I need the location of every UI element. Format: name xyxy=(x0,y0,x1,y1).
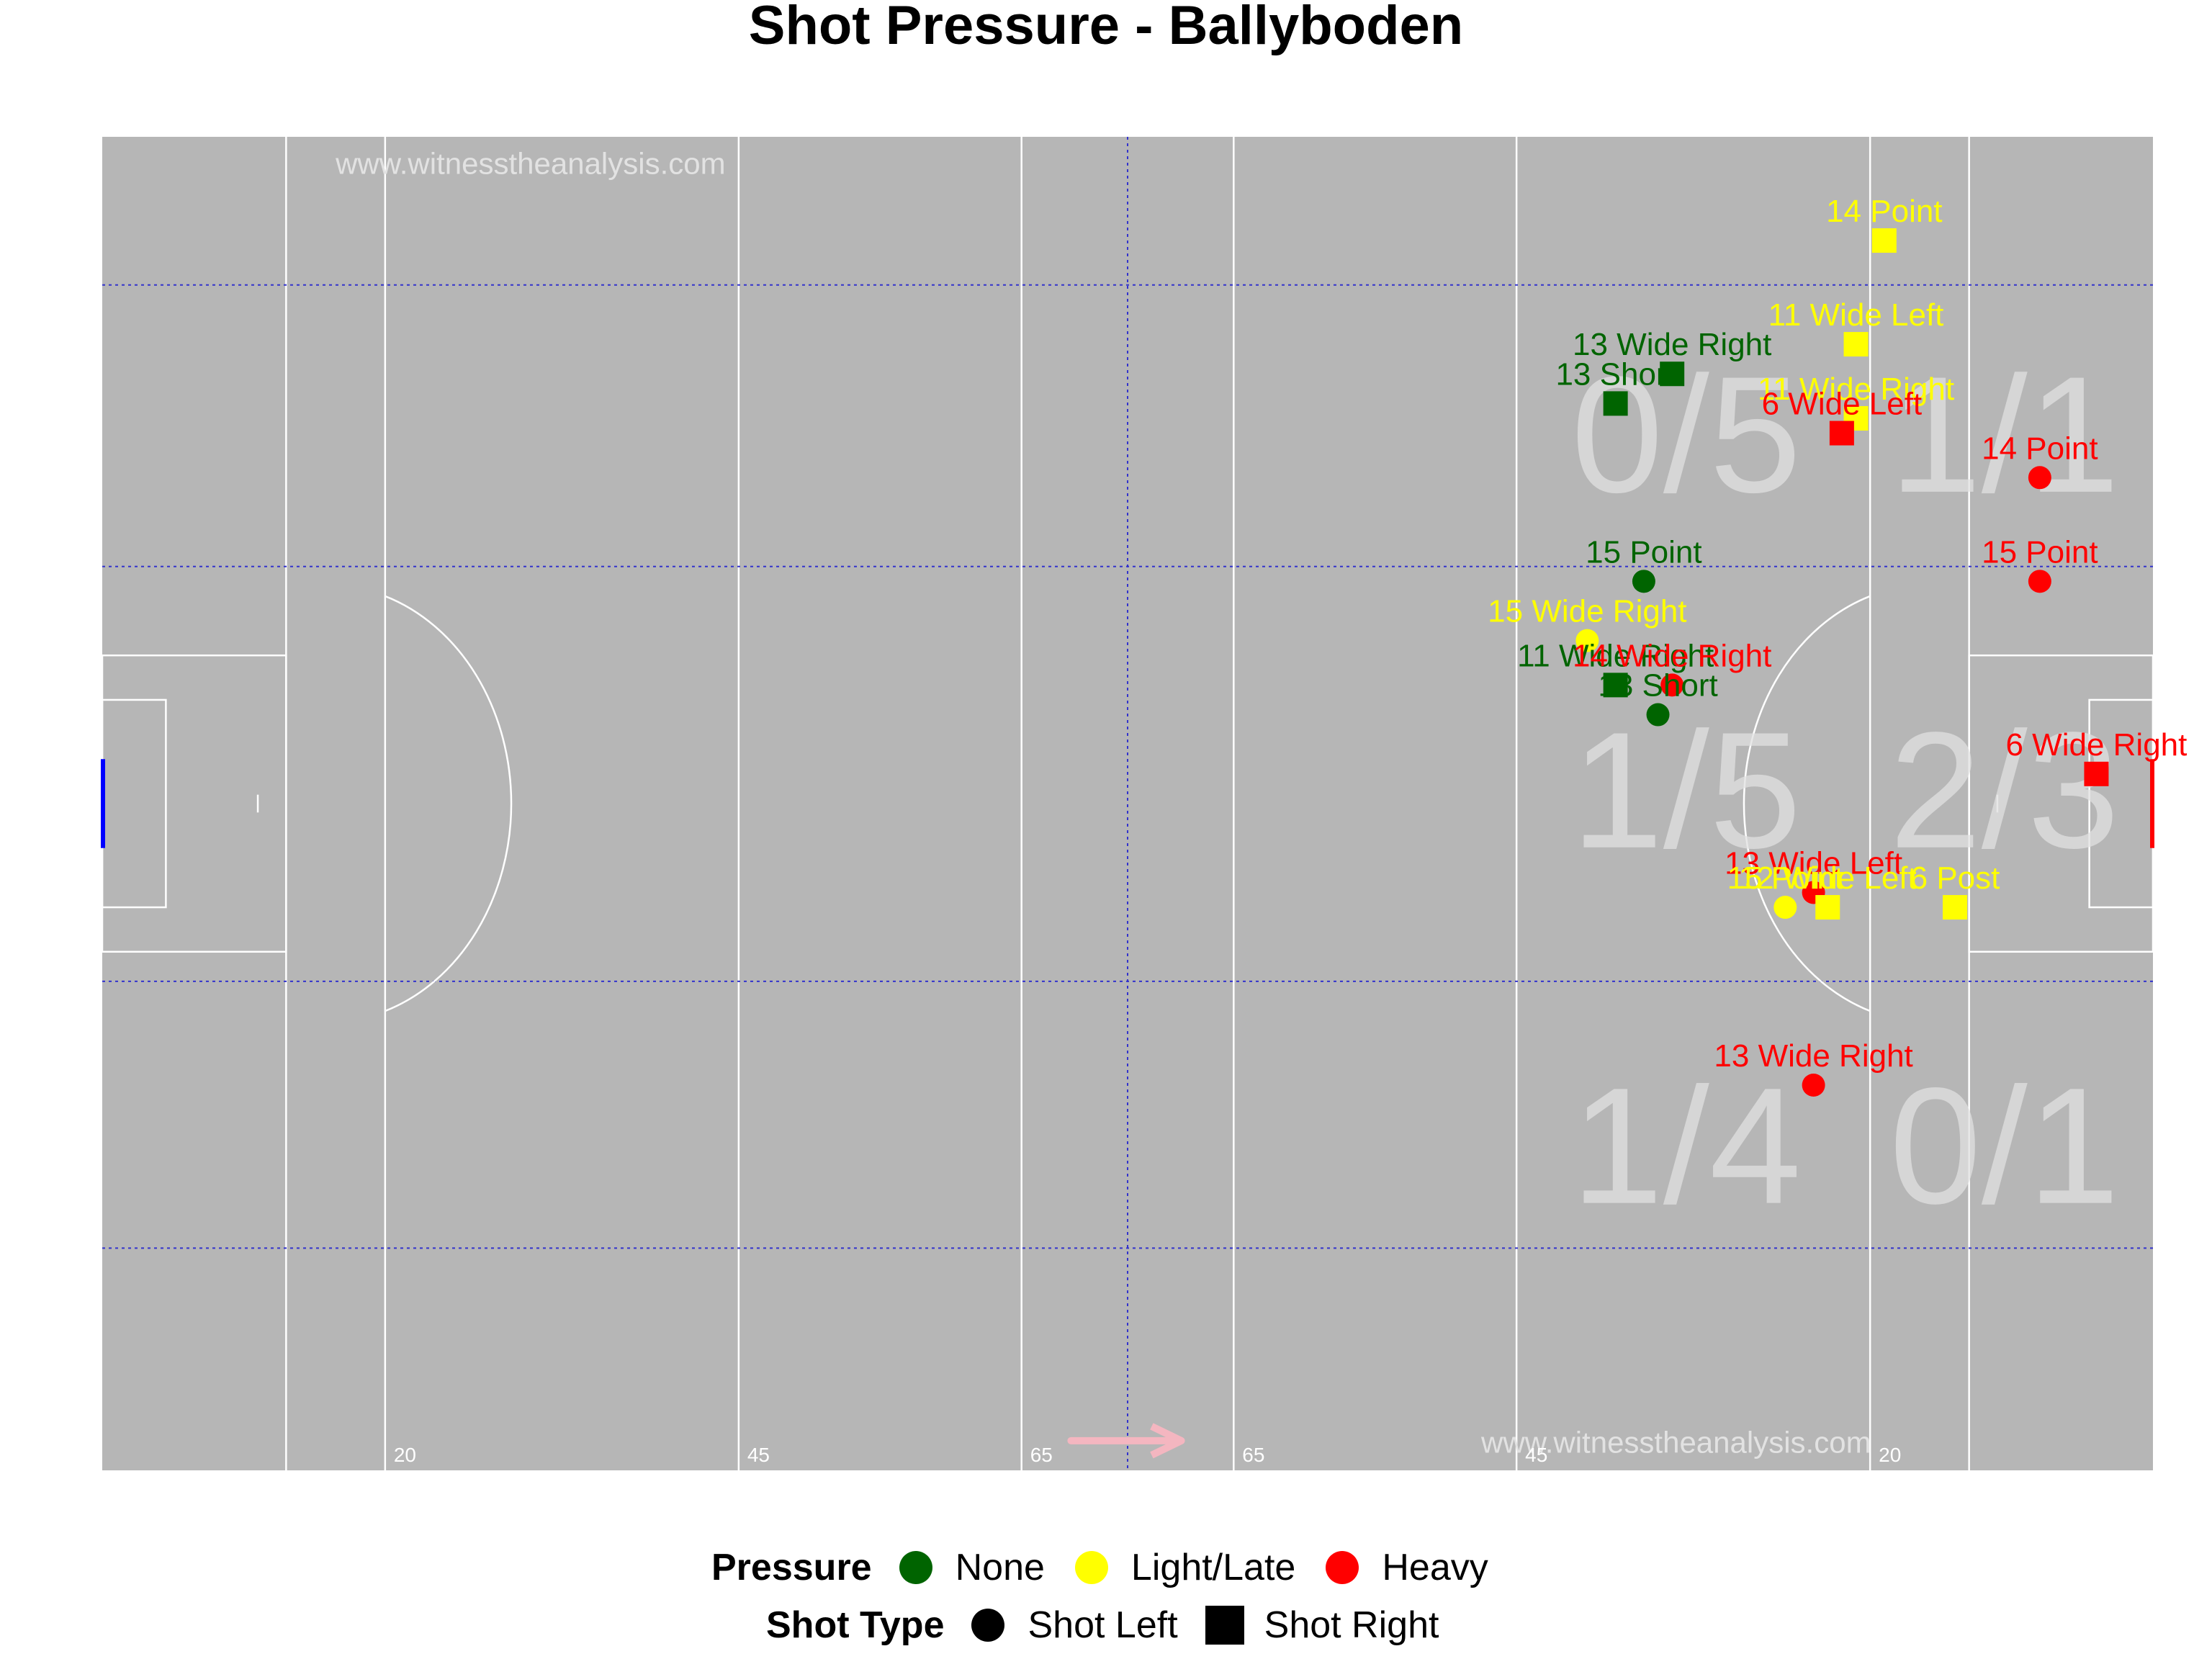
zone-ratio-label: 1/1 xyxy=(1889,342,2120,527)
zone-ratio-label: 0/5 xyxy=(1571,342,1802,527)
legend-key-heavy-dot xyxy=(1326,1551,1359,1584)
legend-key-light-dot xyxy=(1074,1551,1108,1584)
legend-shot-type-title: Shot Type xyxy=(766,1604,945,1646)
legend-key-none xyxy=(891,1542,941,1593)
shot-marker-circle xyxy=(1802,1073,1825,1097)
shot-marker-square xyxy=(1603,391,1628,416)
shot-marker-square xyxy=(1829,421,1854,446)
shot-label: 6 Post xyxy=(1910,860,2000,896)
shot-label: 15 Point xyxy=(1586,534,1701,570)
shot-label: 14 Wide Right xyxy=(1573,638,1771,673)
legend-key-light xyxy=(1066,1542,1117,1593)
shot-label: 11 Wide Right xyxy=(1517,638,1714,673)
shot-label: 12 Wide Left xyxy=(1739,860,1917,896)
shot-label: 15 Point xyxy=(1727,860,1843,896)
direction-arrowhead xyxy=(1150,1423,1185,1459)
chart-title: Shot Pressure - Ballyboden xyxy=(748,0,1464,56)
zone-ratio-label: 1/4 xyxy=(1571,1053,1802,1238)
shot-label: 6 Wide Right xyxy=(2005,727,2187,763)
right-20m-arc xyxy=(1743,595,1871,1012)
zone-ratio-label: 1/5 xyxy=(1571,698,1802,883)
yard-label: 20 xyxy=(394,1444,416,1466)
shot-marker-circle xyxy=(1575,629,1599,652)
shot-label: 13 Short xyxy=(1555,356,1675,392)
shot-label: 13 Wide Left xyxy=(1725,845,1902,881)
shot-label: 13 Short xyxy=(1598,668,1717,703)
legend-pressure-title: Pressure xyxy=(711,1547,872,1588)
watermark-bottom: www.witnesstheanalysis.com xyxy=(1480,1425,1871,1459)
legend-label-shot-right: Shot Right xyxy=(1264,1604,1439,1646)
watermark-top: www.witnesstheanalysis.com xyxy=(335,146,726,180)
zone-ratio-label: 0/1 xyxy=(1889,1053,2120,1238)
shot-marker-square xyxy=(1660,361,1685,387)
yard-label: 45 xyxy=(747,1444,770,1466)
shot-marker-square xyxy=(2084,761,2109,786)
legend-key-none-dot xyxy=(899,1551,932,1584)
shot-marker-circle xyxy=(1646,703,1670,727)
legend-key-heavy xyxy=(1317,1542,1367,1593)
shot-marker-circle xyxy=(1632,570,1655,593)
shot-marker-square xyxy=(1815,895,1840,920)
shot-marker-circle xyxy=(1773,896,1797,920)
legend-label-shot-left: Shot Left xyxy=(1028,1604,1178,1646)
shot-label: 15 Wide Right xyxy=(1488,594,1686,629)
legend-label-light: Light/Late xyxy=(1130,1547,1296,1588)
shot-marker-square xyxy=(1943,895,1968,920)
shot-label: 14 Point xyxy=(1982,431,2098,466)
shot-marker-circle xyxy=(2028,570,2051,593)
legend-key-shot-right xyxy=(1200,1600,1250,1650)
yard-label: 65 xyxy=(1030,1444,1053,1466)
shot-label: 14 Point xyxy=(1826,194,1942,229)
shot-marker-circle xyxy=(2028,466,2051,490)
shot-marker-square xyxy=(1603,673,1628,698)
shot-marker-square xyxy=(1843,332,1869,357)
zone-ratio-label: 2/3 xyxy=(1889,698,2120,883)
yard-label: 45 xyxy=(1525,1444,1547,1466)
shot-label: 6 Wide Left xyxy=(1762,387,1923,422)
shot-label: 13 Wide Right xyxy=(1714,1038,1912,1074)
legend-label-heavy: Heavy xyxy=(1382,1547,1488,1588)
legend-label-none: None xyxy=(955,1547,1045,1588)
shot-label: 13 Wide Right xyxy=(1573,327,1771,362)
shot-marker-circle xyxy=(1660,673,1684,697)
legend-pressure: Pressure None Light/Late Heavy xyxy=(711,1542,1510,1593)
yard-label: 65 xyxy=(1242,1444,1264,1466)
legend-key-shot-left-dot xyxy=(971,1609,1005,1642)
legend-shot-type: Shot Type Shot Left Shot Right xyxy=(766,1600,1460,1650)
legend-key-shot-left xyxy=(963,1600,1013,1650)
shot-label: 11 Wide Right xyxy=(1758,372,1954,407)
yard-label: 20 xyxy=(1879,1444,1901,1466)
shot-label: 15 Point xyxy=(1982,534,2098,570)
shot-label: 11 Wide Left xyxy=(1768,297,1944,333)
left-20m-arc xyxy=(385,595,513,1012)
legend-key-shot-right-square xyxy=(1205,1606,1244,1645)
shot-marker-square xyxy=(1871,228,1897,253)
